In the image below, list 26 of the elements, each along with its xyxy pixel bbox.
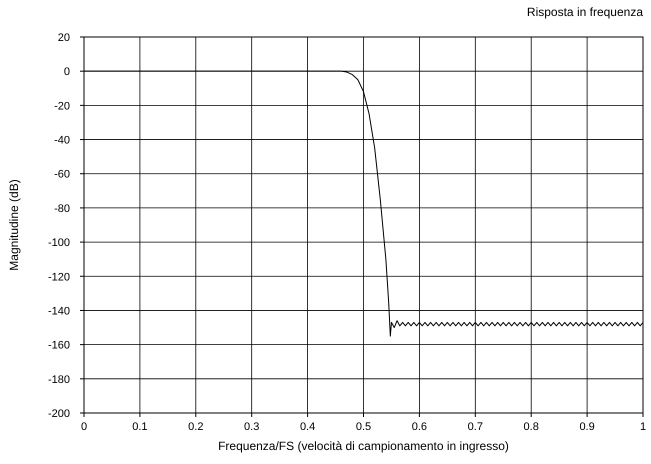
- x-tick-label: 0.7: [468, 421, 483, 433]
- y-tick-label: -80: [54, 202, 70, 215]
- x-tick-label: 0.1: [132, 421, 148, 433]
- x-tick-label: 0.2: [188, 421, 204, 433]
- y-tick-label: -180: [48, 374, 70, 386]
- x-tick-label: 0: [80, 421, 88, 433]
- x-tick-label: 1: [640, 421, 646, 433]
- y-tick-label: 20: [58, 32, 70, 44]
- y-tick-label: -140: [48, 305, 70, 318]
- y-tick-label: -160: [48, 340, 70, 352]
- x-tick-label: 0.4: [300, 421, 316, 433]
- y-tick-label: -120: [48, 271, 70, 284]
- y-tick-label: -20: [54, 100, 70, 112]
- x-tick-label: 0.5: [356, 421, 372, 433]
- y-tick-label: -100: [48, 237, 70, 250]
- x-tick-label: 0.3: [244, 421, 260, 433]
- y-tick-label: -40: [54, 134, 70, 147]
- x-tick-label: 0.8: [524, 421, 539, 433]
- y-tick-label: 0: [64, 66, 70, 78]
- x-axis-title: Frequenza/FS (velocità di campionamento in ingresso): [218, 439, 509, 453]
- y-tick-label: -200: [48, 408, 70, 420]
- chart-title: Risposta in frequenza: [526, 5, 644, 19]
- y-tick-label: -60: [54, 168, 70, 181]
- y-axis-title: Magnitudine (dB): [7, 179, 21, 271]
- x-tick-label: 0.6: [412, 421, 428, 433]
- x-tick-label: 0.9: [579, 421, 595, 433]
